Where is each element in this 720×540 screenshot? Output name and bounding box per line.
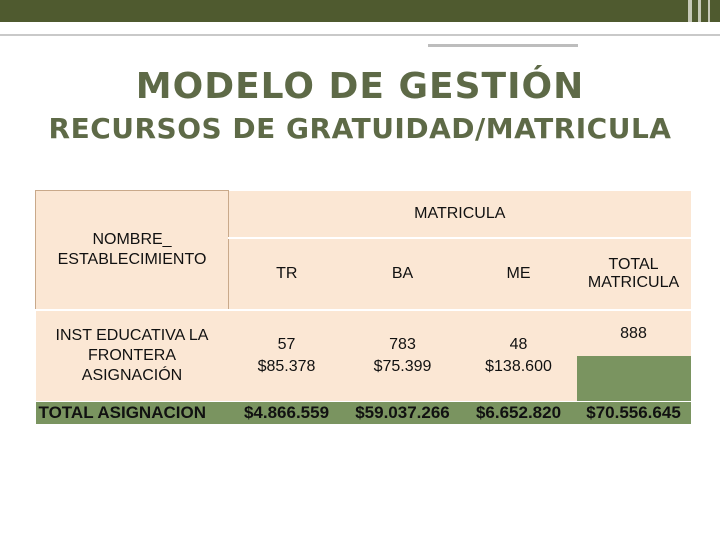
column-group-label: MATRICULA	[414, 204, 506, 222]
total-tr: $4.866.559	[228, 401, 345, 424]
column-group-header-matricula: MATRICULA	[228, 190, 691, 239]
cell-matricula-value: 783	[389, 335, 416, 353]
total-ba: $59.037.266	[344, 401, 461, 424]
total-value: $70.556.645	[586, 402, 681, 422]
table-subheader-row: TR BA ME TOTAL MATRICULA	[36, 237, 691, 311]
top-bar-stripe	[708, 0, 710, 22]
column-header-establecimiento: NOMBRE_ ESTABLECIMIENTO	[35, 190, 229, 311]
table-row: INST EDUCATIVA LA FRONTERA ASIGNACIÓN 57…	[35, 309, 691, 402]
divider-line	[428, 44, 578, 47]
column-header-tr: TR	[228, 237, 345, 311]
cell-matricula-value: 57	[277, 335, 296, 353]
total-value: $4.866.559	[243, 402, 330, 422]
column-header-label: BA	[391, 264, 414, 282]
total-row-label-text: TOTAL ASIGNACION	[38, 402, 207, 422]
top-bar	[0, 0, 720, 22]
total-overall: $70.556.645	[576, 401, 691, 424]
total-value: $6.652.820	[475, 402, 562, 422]
cell-total-matricula: 888	[576, 309, 691, 402]
total-me: $6.652.820	[460, 401, 577, 424]
cell-total-matricula-value: 888	[576, 310, 691, 356]
cell-ba: 783 $75.399	[344, 309, 461, 402]
cell-asignacion-value: $138.600	[485, 357, 552, 375]
row-label-text: INST EDUCATIVA LA FRONTERA ASIGNACIÓN	[55, 326, 209, 384]
column-header-total-matricula: TOTAL MATRICULA	[576, 237, 691, 311]
column-header-label: TOTAL MATRICULA	[587, 255, 680, 291]
cell-asignacion-value: $75.399	[373, 357, 432, 375]
divider-line	[0, 34, 720, 36]
table-header-row: NOMBRE_ ESTABLECIMIENTO MATRICULA	[35, 190, 691, 311]
column-header-label: TR	[276, 264, 298, 282]
top-bar-stripe	[688, 0, 692, 22]
matricula-table: NOMBRE_ ESTABLECIMIENTO MATRICULA TR BA …	[35, 190, 691, 424]
cell-total-fill	[576, 355, 691, 401]
column-header-label: NOMBRE_ ESTABLECIMIENTO	[57, 230, 207, 268]
column-header-label: ME	[506, 264, 531, 282]
cell-asignacion-value: $85.378	[257, 357, 316, 375]
cell-matricula-value: 48	[509, 335, 528, 353]
column-header-me: ME	[460, 237, 577, 311]
page-title: MODELO DE GESTIÓN	[135, 66, 585, 107]
row-label: INST EDUCATIVA LA FRONTERA ASIGNACIÓN	[35, 309, 229, 402]
total-row-label: TOTAL ASIGNACION	[35, 401, 229, 424]
top-bar-stripe	[698, 0, 701, 22]
page-subtitle: RECURSOS DE GRATUIDAD/MATRICULA	[48, 112, 672, 145]
total-value: $59.037.266	[355, 402, 450, 422]
cell-tr: 57 $85.378	[228, 309, 345, 402]
table-total-row: TOTAL ASIGNACION $4.866.559 $59.037.266 …	[35, 401, 691, 424]
column-header-ba: BA	[344, 237, 461, 311]
cell-me: 48 $138.600	[460, 309, 577, 402]
